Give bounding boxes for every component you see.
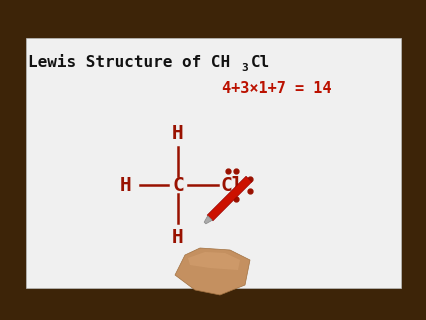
Polygon shape xyxy=(204,216,212,224)
Polygon shape xyxy=(187,252,239,270)
Text: H: H xyxy=(120,175,132,195)
Bar xyxy=(26,38,400,288)
Text: Lewis Structure of CH: Lewis Structure of CH xyxy=(28,54,230,69)
Polygon shape xyxy=(207,176,251,221)
Text: Cl: Cl xyxy=(220,175,243,195)
Polygon shape xyxy=(175,248,249,295)
Text: H: H xyxy=(172,124,184,142)
Text: H: H xyxy=(172,228,184,246)
Text: 4+3×1+7 = 14: 4+3×1+7 = 14 xyxy=(222,81,331,95)
Text: Cl: Cl xyxy=(250,54,270,69)
Text: 3: 3 xyxy=(240,63,247,73)
Text: C: C xyxy=(172,175,184,195)
